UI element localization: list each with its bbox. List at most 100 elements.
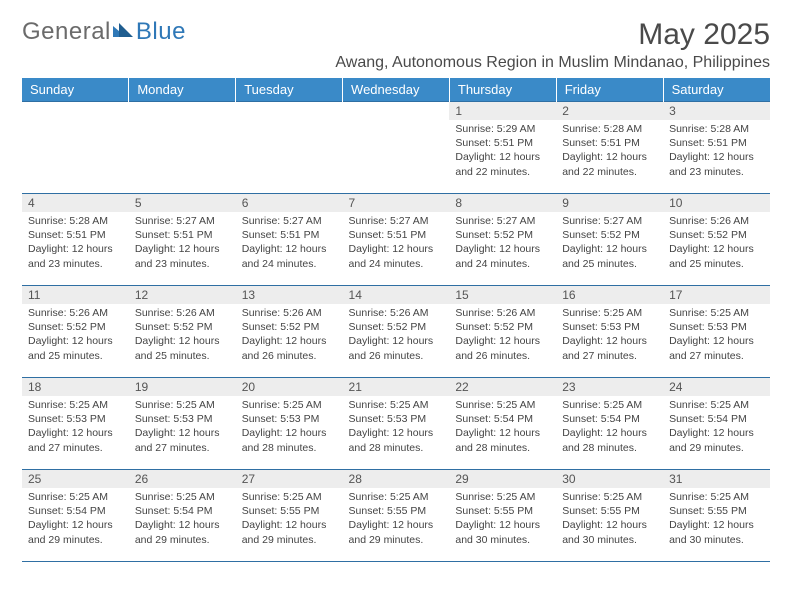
calendar-table: SundayMondayTuesdayWednesdayThursdayFrid… — [22, 78, 770, 562]
day-number: 27 — [236, 470, 343, 488]
day-number: 20 — [236, 378, 343, 396]
calendar-day-cell: 22Sunrise: 5:25 AMSunset: 5:54 PMDayligh… — [449, 378, 556, 470]
day-info: Sunrise: 5:26 AMSunset: 5:52 PMDaylight:… — [449, 304, 556, 367]
calendar-day-cell — [22, 102, 129, 194]
calendar-week-row: 25Sunrise: 5:25 AMSunset: 5:54 PMDayligh… — [22, 470, 770, 562]
weekday-header: Monday — [129, 78, 236, 102]
brand-part1: General — [22, 18, 111, 46]
day-number: 14 — [343, 286, 450, 304]
day-info: Sunrise: 5:27 AMSunset: 5:51 PMDaylight:… — [129, 212, 236, 275]
day-info: Sunrise: 5:25 AMSunset: 5:53 PMDaylight:… — [556, 304, 663, 367]
calendar-day-cell: 30Sunrise: 5:25 AMSunset: 5:55 PMDayligh… — [556, 470, 663, 562]
day-info: Sunrise: 5:27 AMSunset: 5:51 PMDaylight:… — [236, 212, 343, 275]
calendar-day-cell — [343, 102, 450, 194]
calendar-day-cell — [129, 102, 236, 194]
day-info: Sunrise: 5:26 AMSunset: 5:52 PMDaylight:… — [343, 304, 450, 367]
day-number: 31 — [663, 470, 770, 488]
day-number: 18 — [22, 378, 129, 396]
calendar-day-cell: 28Sunrise: 5:25 AMSunset: 5:55 PMDayligh… — [343, 470, 450, 562]
day-number: 8 — [449, 194, 556, 212]
weekday-header: Friday — [556, 78, 663, 102]
calendar-day-cell: 31Sunrise: 5:25 AMSunset: 5:55 PMDayligh… — [663, 470, 770, 562]
calendar-day-cell: 3Sunrise: 5:28 AMSunset: 5:51 PMDaylight… — [663, 102, 770, 194]
day-info: Sunrise: 5:25 AMSunset: 5:55 PMDaylight:… — [449, 488, 556, 551]
day-number: 24 — [663, 378, 770, 396]
calendar-day-cell: 10Sunrise: 5:26 AMSunset: 5:52 PMDayligh… — [663, 194, 770, 286]
day-number: 5 — [129, 194, 236, 212]
calendar-day-cell: 19Sunrise: 5:25 AMSunset: 5:53 PMDayligh… — [129, 378, 236, 470]
day-info: Sunrise: 5:26 AMSunset: 5:52 PMDaylight:… — [663, 212, 770, 275]
calendar-day-cell: 5Sunrise: 5:27 AMSunset: 5:51 PMDaylight… — [129, 194, 236, 286]
calendar-day-cell: 25Sunrise: 5:25 AMSunset: 5:54 PMDayligh… — [22, 470, 129, 562]
calendar-day-cell: 9Sunrise: 5:27 AMSunset: 5:52 PMDaylight… — [556, 194, 663, 286]
day-number: 26 — [129, 470, 236, 488]
weekday-header-row: SundayMondayTuesdayWednesdayThursdayFrid… — [22, 78, 770, 102]
calendar-day-cell: 6Sunrise: 5:27 AMSunset: 5:51 PMDaylight… — [236, 194, 343, 286]
day-number: 11 — [22, 286, 129, 304]
calendar-day-cell: 17Sunrise: 5:25 AMSunset: 5:53 PMDayligh… — [663, 286, 770, 378]
day-info: Sunrise: 5:28 AMSunset: 5:51 PMDaylight:… — [22, 212, 129, 275]
calendar-day-cell: 13Sunrise: 5:26 AMSunset: 5:52 PMDayligh… — [236, 286, 343, 378]
calendar-day-cell: 15Sunrise: 5:26 AMSunset: 5:52 PMDayligh… — [449, 286, 556, 378]
calendar-week-row: 4Sunrise: 5:28 AMSunset: 5:51 PMDaylight… — [22, 194, 770, 286]
calendar-week-row: 18Sunrise: 5:25 AMSunset: 5:53 PMDayligh… — [22, 378, 770, 470]
day-number: 2 — [556, 102, 663, 120]
location-text: Awang, Autonomous Region in Muslim Minda… — [22, 54, 770, 72]
day-number: 23 — [556, 378, 663, 396]
month-title: May 2025 — [638, 18, 770, 52]
day-number: 21 — [343, 378, 450, 396]
calendar-day-cell: 26Sunrise: 5:25 AMSunset: 5:54 PMDayligh… — [129, 470, 236, 562]
day-info: Sunrise: 5:25 AMSunset: 5:54 PMDaylight:… — [663, 396, 770, 459]
day-info: Sunrise: 5:26 AMSunset: 5:52 PMDaylight:… — [22, 304, 129, 367]
day-number: 25 — [22, 470, 129, 488]
day-info: Sunrise: 5:28 AMSunset: 5:51 PMDaylight:… — [663, 120, 770, 183]
weekday-header: Wednesday — [343, 78, 450, 102]
weekday-header: Thursday — [449, 78, 556, 102]
calendar-day-cell: 8Sunrise: 5:27 AMSunset: 5:52 PMDaylight… — [449, 194, 556, 286]
day-info: Sunrise: 5:28 AMSunset: 5:51 PMDaylight:… — [556, 120, 663, 183]
day-number: 4 — [22, 194, 129, 212]
day-info: Sunrise: 5:25 AMSunset: 5:54 PMDaylight:… — [22, 488, 129, 551]
day-info: Sunrise: 5:27 AMSunset: 5:51 PMDaylight:… — [343, 212, 450, 275]
day-info: Sunrise: 5:25 AMSunset: 5:53 PMDaylight:… — [663, 304, 770, 367]
day-info: Sunrise: 5:26 AMSunset: 5:52 PMDaylight:… — [236, 304, 343, 367]
calendar-week-row: 1Sunrise: 5:29 AMSunset: 5:51 PMDaylight… — [22, 102, 770, 194]
day-number: 28 — [343, 470, 450, 488]
day-info: Sunrise: 5:25 AMSunset: 5:53 PMDaylight:… — [129, 396, 236, 459]
calendar-day-cell: 21Sunrise: 5:25 AMSunset: 5:53 PMDayligh… — [343, 378, 450, 470]
day-number: 29 — [449, 470, 556, 488]
calendar-day-cell: 29Sunrise: 5:25 AMSunset: 5:55 PMDayligh… — [449, 470, 556, 562]
weekday-header: Sunday — [22, 78, 129, 102]
calendar-day-cell: 12Sunrise: 5:26 AMSunset: 5:52 PMDayligh… — [129, 286, 236, 378]
day-number: 16 — [556, 286, 663, 304]
day-number: 19 — [129, 378, 236, 396]
calendar-day-cell: 16Sunrise: 5:25 AMSunset: 5:53 PMDayligh… — [556, 286, 663, 378]
day-info: Sunrise: 5:25 AMSunset: 5:53 PMDaylight:… — [236, 396, 343, 459]
calendar-day-cell: 24Sunrise: 5:25 AMSunset: 5:54 PMDayligh… — [663, 378, 770, 470]
day-number: 6 — [236, 194, 343, 212]
calendar-day-cell: 27Sunrise: 5:25 AMSunset: 5:55 PMDayligh… — [236, 470, 343, 562]
calendar-day-cell: 4Sunrise: 5:28 AMSunset: 5:51 PMDaylight… — [22, 194, 129, 286]
day-info: Sunrise: 5:25 AMSunset: 5:54 PMDaylight:… — [129, 488, 236, 551]
day-number: 17 — [663, 286, 770, 304]
calendar-day-cell — [236, 102, 343, 194]
day-info: Sunrise: 5:25 AMSunset: 5:53 PMDaylight:… — [22, 396, 129, 459]
day-info: Sunrise: 5:25 AMSunset: 5:55 PMDaylight:… — [663, 488, 770, 551]
calendar-day-cell: 14Sunrise: 5:26 AMSunset: 5:52 PMDayligh… — [343, 286, 450, 378]
day-info: Sunrise: 5:25 AMSunset: 5:53 PMDaylight:… — [343, 396, 450, 459]
day-number: 9 — [556, 194, 663, 212]
day-info: Sunrise: 5:27 AMSunset: 5:52 PMDaylight:… — [449, 212, 556, 275]
day-number: 12 — [129, 286, 236, 304]
calendar-day-cell: 20Sunrise: 5:25 AMSunset: 5:53 PMDayligh… — [236, 378, 343, 470]
day-info: Sunrise: 5:25 AMSunset: 5:55 PMDaylight:… — [343, 488, 450, 551]
logo-triangle-icon — [113, 16, 133, 44]
day-number: 3 — [663, 102, 770, 120]
calendar-day-cell: 7Sunrise: 5:27 AMSunset: 5:51 PMDaylight… — [343, 194, 450, 286]
calendar-day-cell: 2Sunrise: 5:28 AMSunset: 5:51 PMDaylight… — [556, 102, 663, 194]
day-number: 15 — [449, 286, 556, 304]
weekday-header: Saturday — [663, 78, 770, 102]
day-info: Sunrise: 5:26 AMSunset: 5:52 PMDaylight:… — [129, 304, 236, 367]
calendar-day-cell: 23Sunrise: 5:25 AMSunset: 5:54 PMDayligh… — [556, 378, 663, 470]
day-info: Sunrise: 5:27 AMSunset: 5:52 PMDaylight:… — [556, 212, 663, 275]
calendar-day-cell: 11Sunrise: 5:26 AMSunset: 5:52 PMDayligh… — [22, 286, 129, 378]
